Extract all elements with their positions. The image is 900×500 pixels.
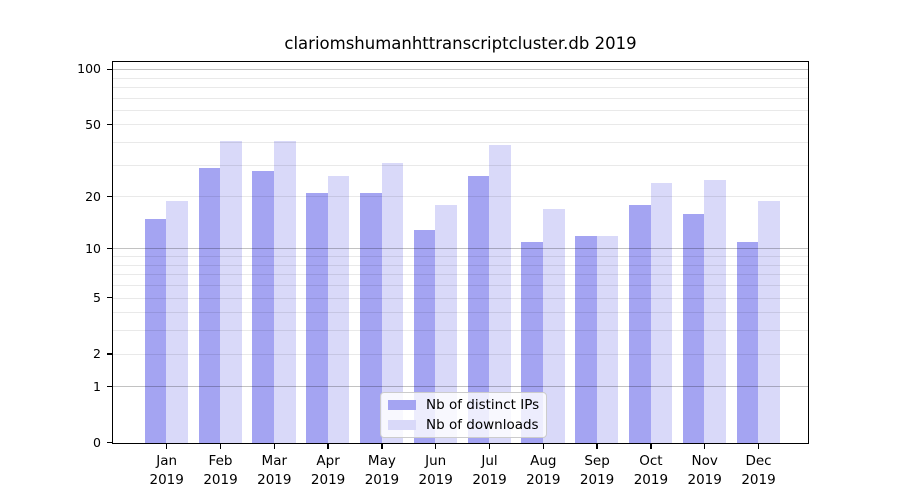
bar-downloads bbox=[166, 200, 188, 443]
bar-distinct-ips bbox=[144, 218, 167, 443]
minor-gridline bbox=[113, 97, 808, 99]
minor-gridline bbox=[113, 87, 808, 89]
y-tick-label: 10 bbox=[85, 240, 101, 256]
y-tick-mark bbox=[106, 385, 113, 388]
x-tick-label: Mar 2019 bbox=[257, 453, 292, 488]
y-tick-label: 5 bbox=[93, 289, 101, 305]
y-tick-label: 20 bbox=[85, 188, 101, 204]
x-tick-label: Oct 2019 bbox=[633, 453, 669, 488]
y-tick-mark bbox=[106, 353, 113, 355]
x-tick-mark bbox=[166, 443, 168, 449]
minor-gridline bbox=[113, 264, 808, 266]
bar-distinct-ips bbox=[682, 213, 705, 443]
x-tick-mark bbox=[488, 443, 491, 449]
x-tick-label: Nov 2019 bbox=[687, 453, 722, 488]
y-tick-label: 100 bbox=[77, 61, 101, 77]
bar-distinct-ips bbox=[629, 204, 651, 443]
major-gridline bbox=[113, 386, 808, 388]
bar-distinct-ips bbox=[252, 170, 274, 443]
x-tick-label: Jul 2019 bbox=[472, 453, 507, 488]
y-tick-mark bbox=[106, 442, 113, 444]
x-tick-mark bbox=[327, 443, 329, 449]
bar-distinct-ips bbox=[413, 229, 436, 443]
minor-gridline bbox=[113, 142, 808, 144]
bar-distinct-ips bbox=[198, 167, 221, 443]
x-tick-label: Feb 2019 bbox=[203, 453, 238, 488]
x-tick-label: May 2019 bbox=[364, 453, 400, 488]
bar-downloads bbox=[220, 140, 242, 443]
x-tick-mark bbox=[757, 443, 760, 449]
bar-downloads bbox=[596, 235, 619, 443]
legend-swatch-distinct-ips bbox=[388, 400, 416, 410]
y-tick-label: 2 bbox=[93, 345, 101, 361]
x-tick-label: Apr 2019 bbox=[310, 453, 346, 488]
bar-distinct-ips bbox=[360, 193, 382, 443]
y-tick-mark bbox=[106, 248, 113, 250]
minor-gridline bbox=[113, 109, 808, 111]
minor-gridline bbox=[113, 256, 808, 258]
y-tick-label: 0 bbox=[93, 434, 101, 450]
minor-gridline bbox=[113, 164, 808, 166]
x-tick-label: Jan 2019 bbox=[149, 453, 184, 488]
minor-gridline bbox=[113, 297, 808, 299]
bar-distinct-ips bbox=[575, 235, 597, 443]
major-gridline bbox=[113, 248, 808, 250]
bar-distinct-ips bbox=[736, 242, 759, 443]
major-gridline bbox=[113, 69, 808, 71]
x-tick-label: Jun 2019 bbox=[418, 453, 453, 488]
minor-gridline bbox=[113, 312, 808, 314]
x-tick-mark bbox=[273, 443, 275, 449]
bar-downloads bbox=[543, 209, 565, 443]
bar-downloads bbox=[758, 200, 780, 443]
x-tick-mark bbox=[219, 443, 222, 449]
x-tick-label: Aug 2019 bbox=[526, 453, 561, 488]
bar-downloads bbox=[327, 176, 350, 443]
x-tick-mark bbox=[435, 443, 437, 449]
plot-area bbox=[112, 61, 809, 444]
x-tick-mark bbox=[381, 443, 383, 449]
legend: Nb of distinct IPs Nb of downloads bbox=[380, 392, 547, 438]
minor-gridline bbox=[113, 196, 808, 198]
y-tick-mark bbox=[106, 124, 113, 126]
x-tick-mark bbox=[542, 443, 544, 449]
y-tick-mark bbox=[106, 68, 113, 71]
bar-distinct-ips bbox=[467, 176, 490, 443]
bar-downloads bbox=[650, 182, 673, 443]
minor-gridline bbox=[113, 124, 808, 126]
minor-gridline bbox=[113, 77, 808, 79]
y-tick-mark bbox=[106, 195, 113, 198]
bar-downloads bbox=[274, 140, 296, 443]
chart-title: clariomshumanhttranscriptcluster.db 2019 bbox=[284, 34, 637, 53]
minor-gridline bbox=[113, 353, 808, 355]
x-tick-mark bbox=[596, 443, 598, 449]
bar-downloads bbox=[381, 162, 404, 443]
y-tick-label: 50 bbox=[85, 116, 101, 132]
legend-entry-distinct-ips: Nb of distinct IPs bbox=[388, 397, 546, 413]
bar-downloads bbox=[704, 179, 726, 443]
minor-gridline bbox=[113, 285, 808, 287]
bar-downloads bbox=[489, 144, 511, 443]
legend-entry-downloads: Nb of downloads bbox=[388, 417, 546, 433]
x-tick-mark bbox=[650, 443, 652, 449]
bar-downloads bbox=[435, 204, 457, 443]
y-tick-mark bbox=[106, 297, 113, 299]
legend-label-distinct-ips: Nb of distinct IPs bbox=[426, 397, 540, 413]
minor-gridline bbox=[113, 274, 808, 276]
bar-distinct-ips bbox=[306, 193, 328, 443]
minor-gridline bbox=[113, 330, 808, 332]
legend-label-downloads: Nb of downloads bbox=[426, 417, 539, 433]
x-tick-label: Dec 2019 bbox=[741, 453, 776, 488]
x-tick-label: Sep 2019 bbox=[579, 453, 615, 488]
legend-swatch-downloads bbox=[388, 420, 416, 430]
x-tick-mark bbox=[704, 443, 706, 449]
y-tick-label: 1 bbox=[93, 378, 101, 394]
